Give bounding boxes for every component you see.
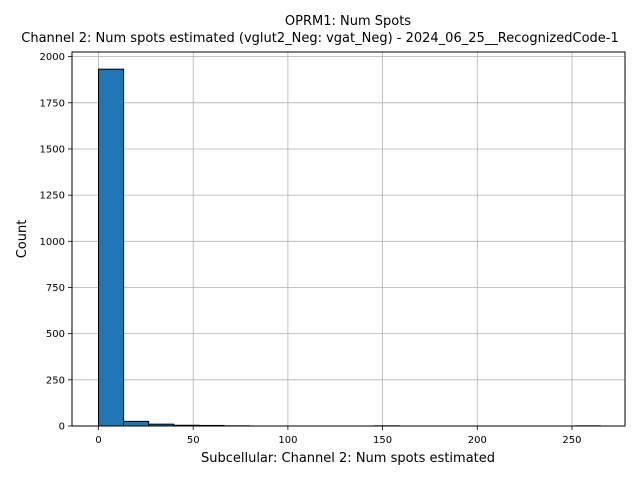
- y-tick-label: 750: [46, 283, 65, 294]
- y-tick-label: 500: [46, 329, 65, 340]
- y-axis-ticks: 0 250 500 750 1000 1250 1500 1750 2000: [40, 52, 72, 433]
- y-axis-label: Count: [15, 220, 30, 259]
- y-tick-label: 2000: [40, 52, 65, 63]
- chart-title: OPRM1: Num Spots: [285, 14, 411, 29]
- chart-subtitle: Channel 2: Num spots estimated (vglut2_N…: [21, 31, 619, 46]
- histogram-bar: [123, 420, 150, 427]
- x-tick-label: 0: [95, 435, 101, 446]
- y-tick-label: 1500: [40, 144, 65, 155]
- x-tick-label: 250: [562, 435, 581, 446]
- x-axis-label: Subcellular: Channel 2: Num spots estima…: [201, 451, 495, 466]
- y-tick-label: 0: [59, 422, 65, 433]
- plot-frame: [71, 51, 626, 427]
- y-tick-label: 1000: [40, 237, 65, 248]
- histogram-bar: [98, 68, 125, 427]
- grid-lines: [72, 52, 625, 427]
- x-tick-label: 50: [187, 435, 200, 446]
- x-tick-label: 200: [468, 435, 487, 446]
- y-tick-label: 1750: [40, 98, 65, 109]
- x-tick-label: 150: [373, 435, 392, 446]
- x-tick-label: 100: [278, 435, 297, 446]
- y-tick-label: 1250: [40, 191, 65, 202]
- x-axis-ticks: 0 50 100 150 200 250: [95, 426, 582, 446]
- y-tick-label: 250: [46, 375, 65, 386]
